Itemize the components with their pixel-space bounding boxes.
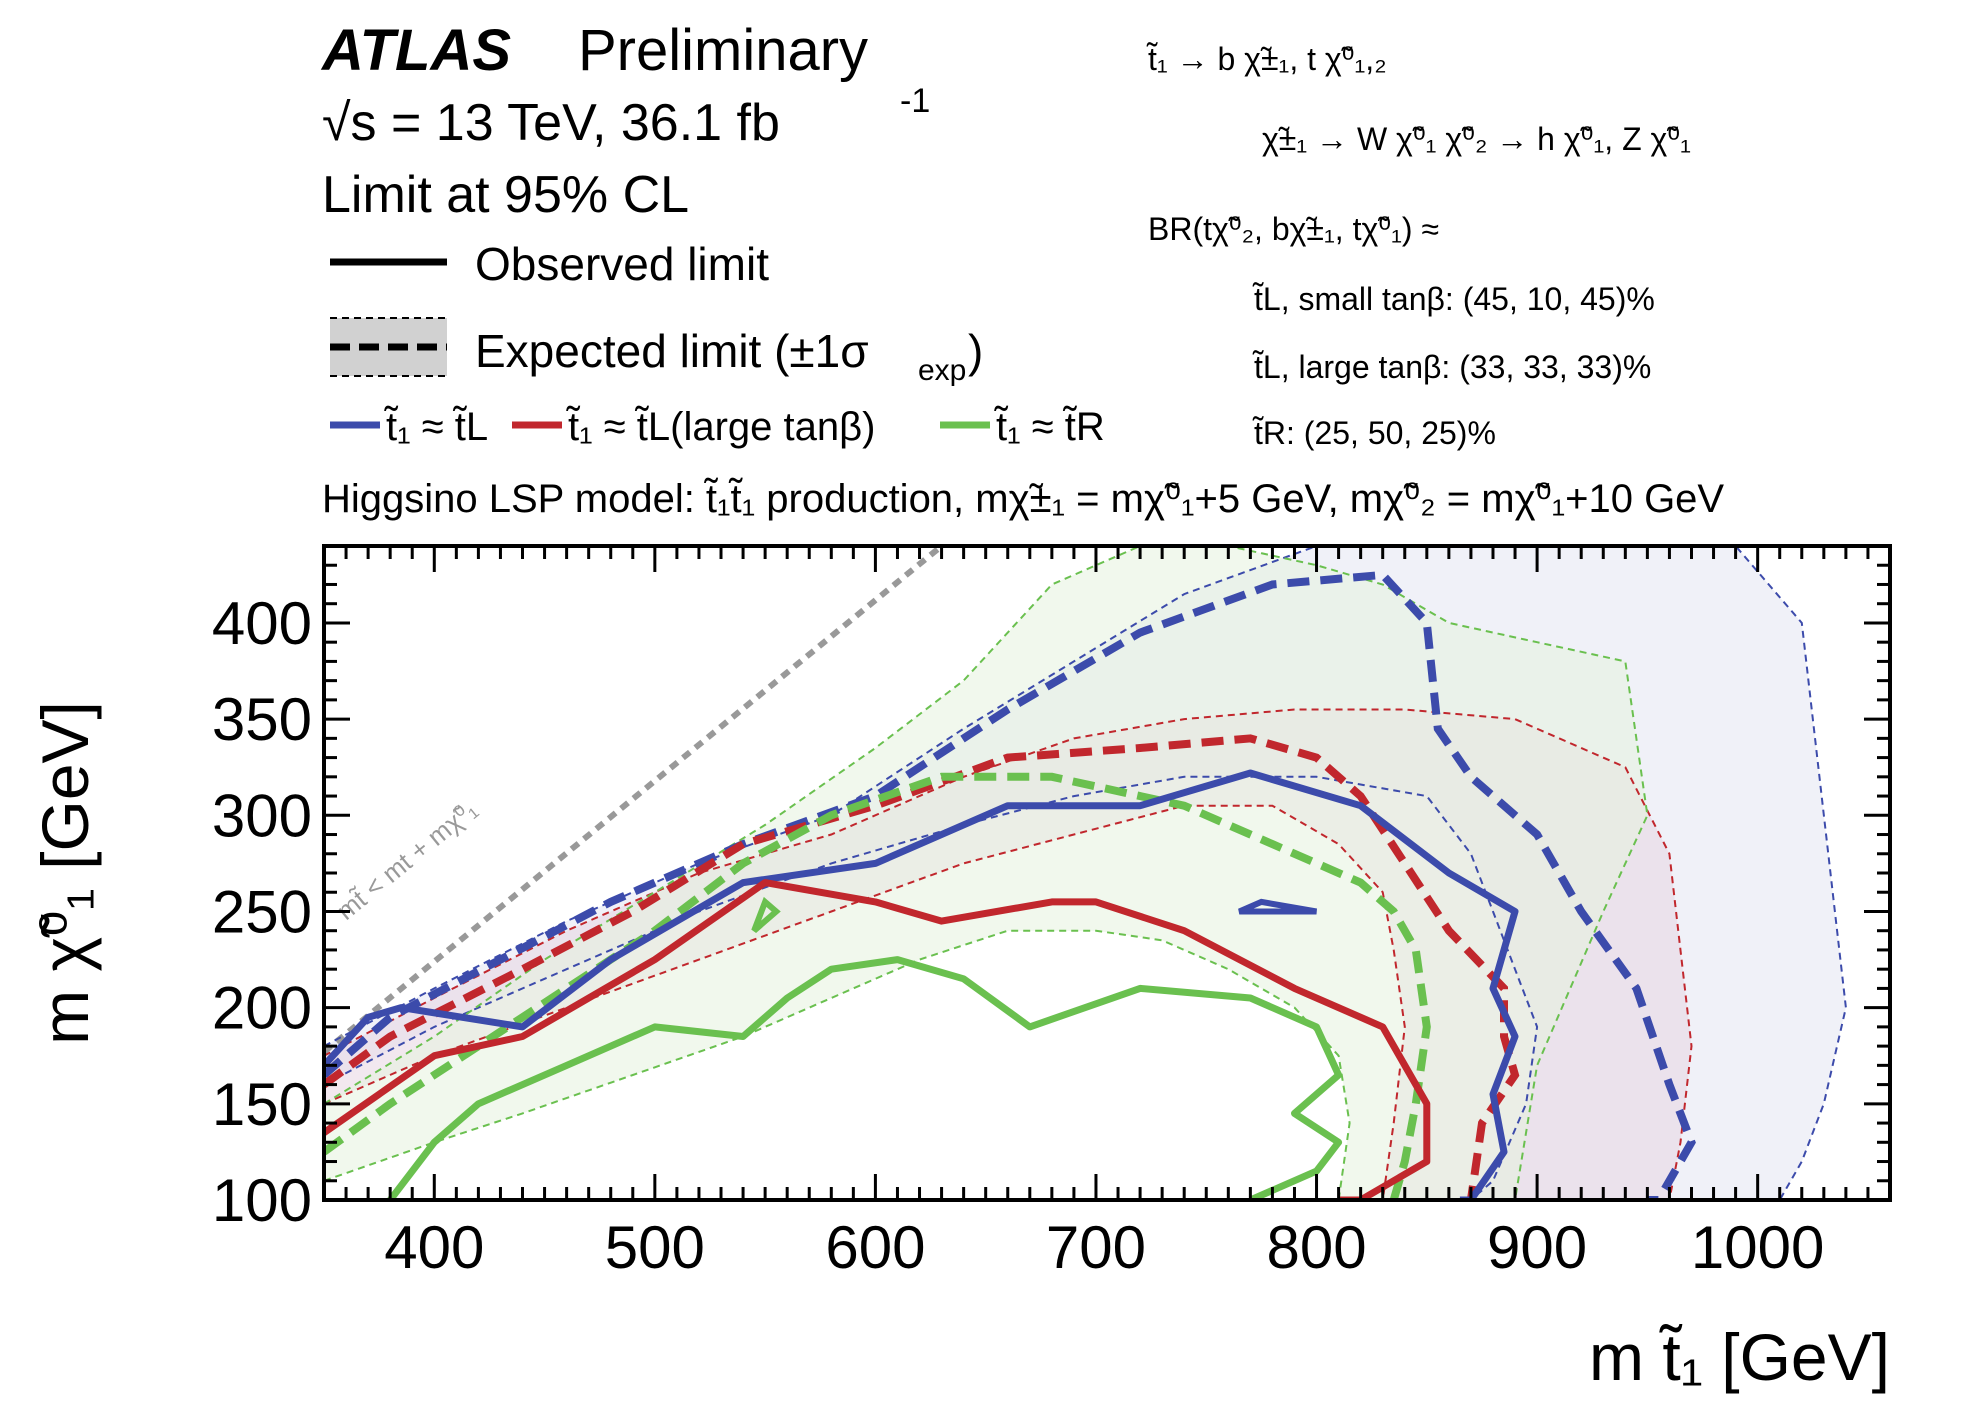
kinematic-layer <box>324 546 944 1055</box>
lines-layer <box>324 546 1847 1200</box>
bands-layer <box>324 546 1846 1200</box>
x-tick-label: 1000 <box>1691 1214 1824 1281</box>
decay-line-2: χ̃±₁ → W χ̃⁰₁ χ̃⁰₂ → h χ̃⁰₁, Z χ̃⁰₁ <box>1262 121 1691 157</box>
model-line: Higgsino LSP model: t̃₁t̃₁ production, m… <box>322 477 1724 521</box>
header: ATLAS Preliminary √s = 13 TeV, 36.1 fb -… <box>320 18 1724 521</box>
green-expected-limit <box>324 772 1431 1200</box>
x-tick-label: 800 <box>1266 1214 1366 1281</box>
x-axis-title: m t̃₁ [GeV] <box>1589 1320 1890 1394</box>
observed-legend-label: Observed limit <box>475 238 769 290</box>
expected-legend-close: ) <box>968 325 983 377</box>
x-tick-label: 600 <box>825 1214 925 1281</box>
plot-area <box>324 546 1847 1200</box>
legend-blue-label: t̃₁ ≈ t̃L <box>384 405 489 449</box>
y-tick-label: 350 <box>212 686 312 753</box>
y-tick-label: 200 <box>212 975 312 1042</box>
legend-red-label: t̃₁ ≈ t̃L(large tanβ) <box>566 405 876 449</box>
green-observed-limit <box>387 956 1343 1200</box>
x-tick-label: 700 <box>1046 1214 1146 1281</box>
green-observed-island <box>751 896 781 933</box>
blue-observed-limit <box>324 769 1519 1200</box>
red-band-inner-edge <box>324 804 1406 1200</box>
blue-expected-limit <box>324 570 1696 1200</box>
status-label: Preliminary <box>578 18 868 83</box>
blue-band-outer-edge <box>324 546 1847 1200</box>
y-tick-label: 300 <box>212 782 312 849</box>
kinematic-limit-line <box>324 546 944 1055</box>
br-title: BR(tχ̃⁰₂, bχ̃±₁, tχ̃⁰₁) ≈ <box>1148 211 1439 247</box>
y-tick-label: 250 <box>212 878 312 945</box>
red-band-outer-edge <box>324 708 1693 1200</box>
experiment-label: ATLAS <box>320 18 511 83</box>
expected-legend-sub: exp <box>918 354 966 387</box>
cl-label: Limit at 95% CL <box>322 166 689 224</box>
y-tick-label: 400 <box>212 590 312 657</box>
x-tick-label: 500 <box>605 1214 705 1281</box>
energy-lumi-label: √s = 13 TeV, 36.1 fb <box>322 94 780 152</box>
kinematic-limit-label: mt̃ < mt + mχ̃⁰₁ <box>331 794 483 926</box>
expected-legend-label: Expected limit (±1σ <box>475 325 869 377</box>
energy-lumi-sup: -1 <box>900 82 930 120</box>
br-line-1: t̃L, small tanβ: (45, 10, 45)% <box>1252 281 1655 317</box>
y-tick-label: 100 <box>212 1167 312 1234</box>
axes-layer: 400 500 600 700 800 900 1000 100 150 200 250 300 350… <box>212 544 1892 1281</box>
x-tick-label: 400 <box>384 1214 484 1281</box>
x-tick-label: 900 <box>1487 1214 1587 1281</box>
y-tick-label: 150 <box>212 1071 312 1138</box>
decay-line-1: t̃₁ → b χ̃±₁, t χ̃⁰₁,₂ <box>1146 41 1387 77</box>
legend-green-label: t̃₁ ≈ t̃R <box>994 405 1105 449</box>
red-observed-limit <box>324 879 1431 1200</box>
blue-observed-island <box>1238 898 1318 915</box>
br-line-3: t̃R: (25, 50, 25)% <box>1252 415 1496 451</box>
y-axis-title: m χ̃⁰₁ [GeV] <box>28 701 102 1045</box>
br-line-2: t̃L, large tanβ: (33, 33, 33)% <box>1252 349 1651 385</box>
red-expected-limit <box>324 734 1520 1200</box>
